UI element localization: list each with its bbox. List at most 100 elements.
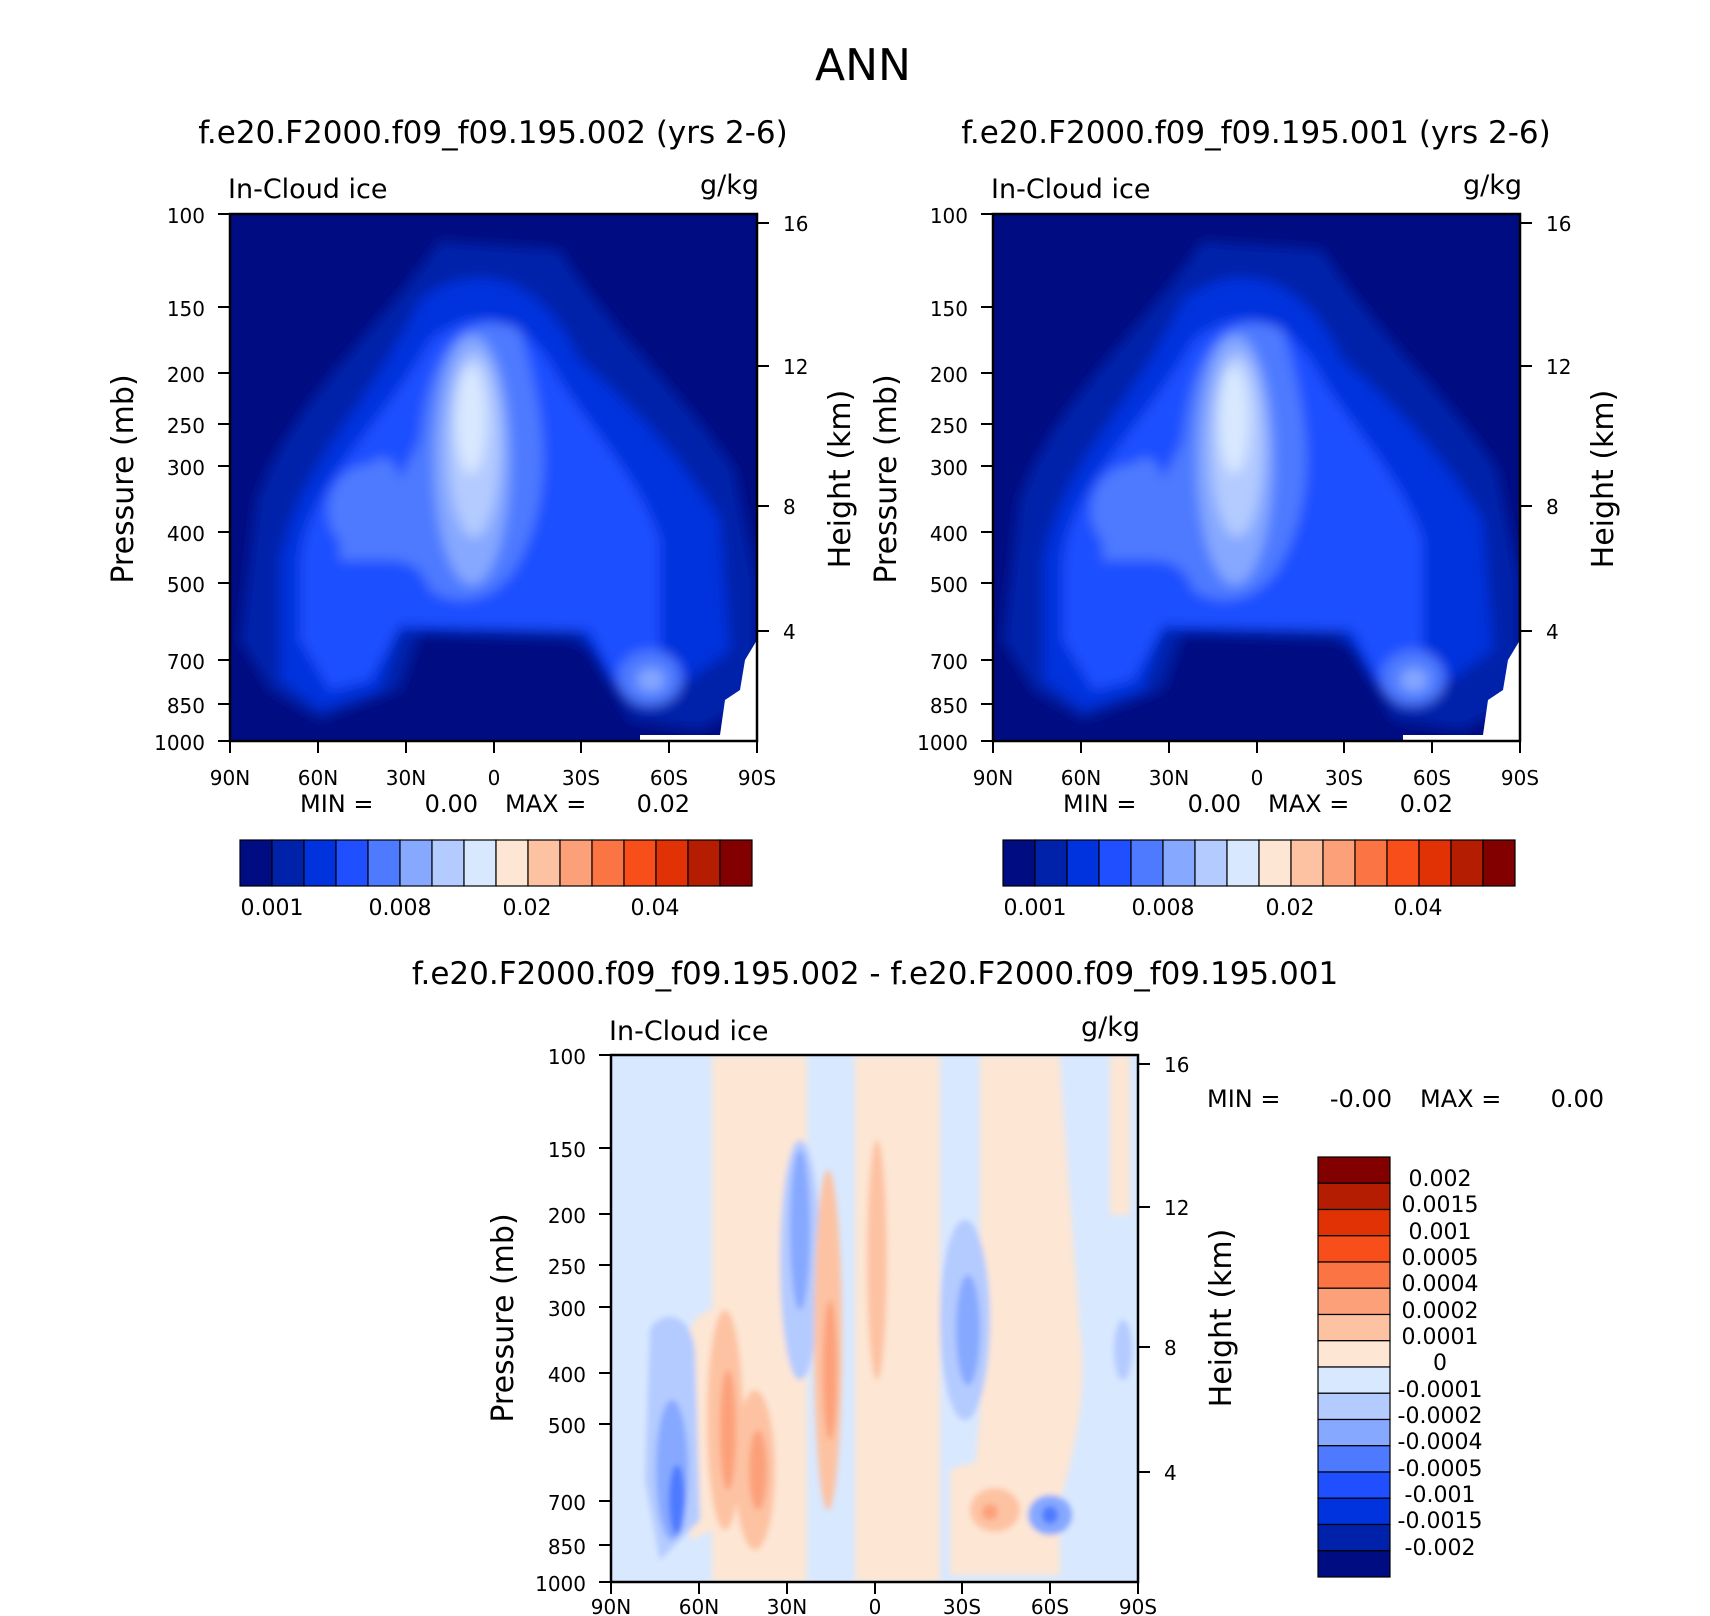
right-colorbar-swatch-3: [1098, 839, 1132, 887]
diff-height-ticks: 16 12 8 4: [1138, 1053, 1189, 1485]
left-colorbar-swatch-12: [623, 839, 657, 887]
diff-colorbar-swatch-0: [1317, 1156, 1391, 1184]
diff-colorbar-swatch-9: [1317, 1392, 1391, 1421]
left-colorbar-swatch-7: [463, 839, 497, 887]
diff-colorbar-swatch-7: [1317, 1340, 1391, 1368]
right-tick-400: 400: [930, 522, 968, 546]
right-htick-4: 4: [1546, 620, 1559, 644]
right-colorbar-swatch-11: [1354, 839, 1388, 887]
diff-htick-4: 4: [1164, 1461, 1177, 1485]
right-colorbar-swatch-12: [1386, 839, 1420, 887]
right-tick-200: 200: [930, 363, 968, 387]
left-panel: f.e20.F2000.f09_f09.195.002 (yrs 2-6) In…: [106, 115, 858, 921]
diff-tick-150: 150: [548, 1138, 586, 1162]
left-colorbar-swatch-6: [431, 839, 465, 887]
right-min-label: MIN =: [1063, 790, 1136, 818]
diff-lat-0: 0: [869, 1595, 882, 1616]
diff-max-label: MAX =: [1420, 1085, 1501, 1113]
right-cbar-label-3: 0.04: [1394, 896, 1443, 921]
left-tick-200: 200: [167, 363, 205, 387]
left-htick-12: 12: [783, 355, 808, 379]
right-contour-field: [993, 214, 1520, 741]
diff-cbar-label-8: -0.0001: [1398, 1378, 1483, 1403]
diff-colorbar-swatch-15: [1317, 1550, 1391, 1578]
left-lat-60N: 60N: [298, 766, 338, 790]
right-colorbar-swatch-14: [1450, 839, 1484, 887]
right-max-label: MAX =: [1268, 790, 1349, 818]
figure-title: ANN: [815, 40, 911, 91]
right-colorbar-swatch-4: [1130, 839, 1164, 887]
right-cbar-label-1: 0.008: [1132, 896, 1195, 921]
diff-lat-60S: 60S: [1031, 1595, 1069, 1616]
diff-lat-30S: 30S: [943, 1595, 981, 1616]
diff-units-label: g/kg: [1081, 1012, 1140, 1043]
diff-tick-300: 300: [548, 1297, 586, 1321]
diff-lat-ticks: 90N 60N 30N 0 30S 60S 90S: [591, 1582, 1157, 1616]
right-colorbar-swatch-9: [1290, 839, 1324, 887]
right-tick-100: 100: [930, 204, 968, 228]
right-field-label: In-Cloud ice: [991, 174, 1150, 205]
right-colorbar: [1002, 839, 1516, 887]
diff-lat-90S: 90S: [1119, 1595, 1157, 1616]
right-panel: f.e20.F2000.f09_f09.195.001 (yrs 2-6) In…: [869, 115, 1621, 921]
left-pressure-ticks: 100 150 200 250 300 400 500 700 850 1000: [154, 204, 230, 755]
diff-cbar-label-7: 0: [1433, 1351, 1447, 1376]
left-panel-title: f.e20.F2000.f09_f09.195.002 (yrs 2-6): [198, 115, 788, 151]
diff-panel-title: f.e20.F2000.f09_f09.195.002 - f.e20.F200…: [412, 956, 1338, 992]
left-colorbar-swatch-14: [687, 839, 721, 887]
right-colorbar-swatch-2: [1066, 839, 1100, 887]
diff-tick-250: 250: [548, 1255, 586, 1279]
diff-tick-850: 850: [548, 1535, 586, 1559]
left-cbar-label-0: 0.001: [241, 896, 304, 921]
left-colorbar: [239, 839, 753, 887]
right-htick-12: 12: [1546, 355, 1571, 379]
diff-cbar-label-4: 0.0004: [1402, 1272, 1479, 1297]
diff-min-value: -0.00: [1330, 1085, 1392, 1113]
left-tick-150: 150: [167, 297, 205, 321]
right-lat-30N: 30N: [1149, 766, 1189, 790]
left-min-label: MIN =: [300, 790, 373, 818]
diff-cbar-label-6: 0.0001: [1402, 1325, 1479, 1350]
left-colorbar-swatch-5: [399, 839, 433, 887]
diff-colorbar-swatch-5: [1317, 1287, 1391, 1316]
left-min-value: 0.00: [425, 790, 478, 818]
left-colorbar-swatch-1: [271, 839, 305, 887]
right-panel-title: f.e20.F2000.f09_f09.195.001 (yrs 2-6): [961, 115, 1551, 151]
left-colorbar-swatch-13: [655, 839, 689, 887]
right-min-value: 0.00: [1188, 790, 1241, 818]
diff-min-label: MIN =: [1207, 1085, 1280, 1113]
right-lat-30S: 30S: [1325, 766, 1363, 790]
diff-pressure-ticks: 100 150 200 250 300 400 500 700 850 1000: [535, 1045, 611, 1596]
left-units-label: g/kg: [700, 170, 759, 201]
right-tick-150: 150: [930, 297, 968, 321]
diff-htick-12: 12: [1164, 1196, 1189, 1220]
left-colorbar-swatch-9: [527, 839, 561, 887]
left-lat-90N: 90N: [210, 766, 250, 790]
diff-tick-200: 200: [548, 1204, 586, 1228]
right-htick-8: 8: [1546, 495, 1559, 519]
right-colorbar-swatch-8: [1258, 839, 1292, 887]
left-max-label: MAX =: [505, 790, 586, 818]
right-cbar-label-0: 0.001: [1004, 896, 1067, 921]
diff-field-label: In-Cloud ice: [609, 1016, 768, 1047]
right-height-ticks: 16 12 8 4: [1520, 212, 1571, 644]
diff-cbar-label-1: 0.0015: [1402, 1193, 1479, 1218]
right-tick-1000: 1000: [917, 731, 968, 755]
right-tick-300: 300: [930, 456, 968, 480]
left-lat-90S: 90S: [738, 766, 776, 790]
diff-cbar-label-0: 0.002: [1409, 1167, 1472, 1192]
diff-colorbar-swatch-12: [1317, 1471, 1391, 1499]
diff-cbar-label-2: 0.001: [1409, 1220, 1472, 1245]
diff-lat-60N: 60N: [679, 1595, 719, 1616]
left-contour-field: [230, 214, 757, 741]
right-lat-0: 0: [1251, 766, 1264, 790]
left-tick-250: 250: [167, 414, 205, 438]
right-tick-850: 850: [930, 694, 968, 718]
left-cbar-label-2: 0.02: [503, 896, 552, 921]
diff-tick-700: 700: [548, 1491, 586, 1515]
diff-ylabel2: Height (km): [1204, 1229, 1239, 1408]
left-tick-400: 400: [167, 522, 205, 546]
left-cbar-label-1: 0.008: [369, 896, 432, 921]
diff-cbar-label-10: -0.0004: [1398, 1430, 1483, 1455]
right-pressure-ticks: 100 150 200 250 300 400 500 700 850 1000: [917, 204, 993, 755]
